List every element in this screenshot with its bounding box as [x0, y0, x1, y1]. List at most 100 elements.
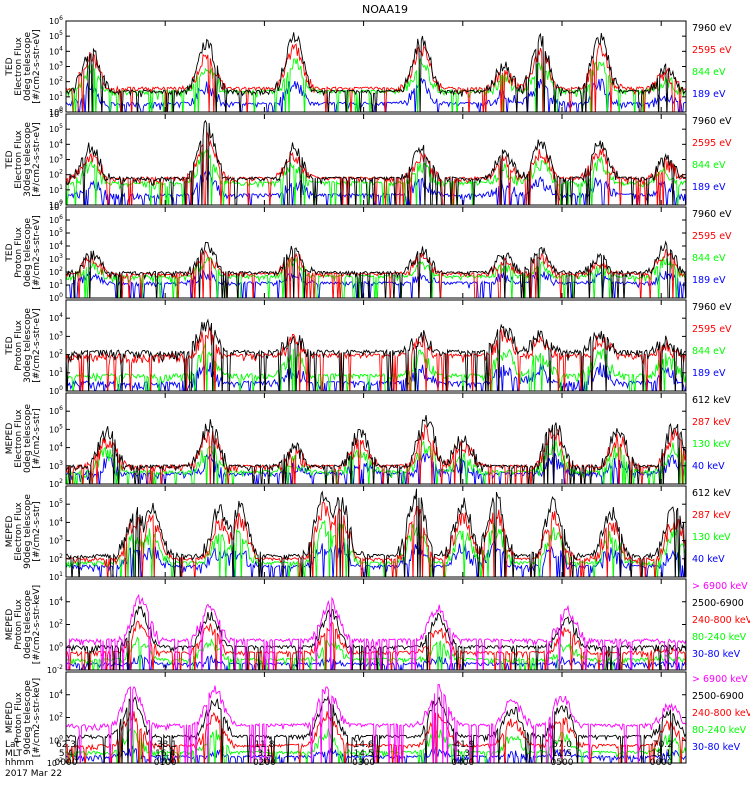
panel-frame [65, 392, 687, 485]
series-trace-1 [66, 318, 686, 391]
panel-frame [65, 299, 687, 392]
footer-hhmm-value: 0100 [154, 758, 177, 768]
panel-2: 100 101 102 103 104 105 106 TED Electron Flux 30d… [5, 108, 732, 210]
series-trace-1 [66, 32, 686, 112]
y-tick-label: 104 [49, 596, 63, 607]
y-tick-label: 101 [49, 367, 63, 378]
legend-entry: 612 keV [692, 395, 731, 406]
y-axis-label-line: MEPED [5, 609, 15, 641]
y-axis-label-line: 30deg telescope [23, 122, 33, 197]
panel-7: 10-2 100 102 104 MEPED Proton Flux 0deg telesc… [5, 578, 750, 675]
y-axis-label-line: 0deg telescope [23, 404, 33, 474]
y-tick-label: 104 [49, 138, 63, 149]
y-tick-label: 107 [49, 201, 63, 212]
legend-entry: 189 eV [692, 182, 726, 193]
series-trace-2 [66, 423, 686, 484]
footer-mlt-value: 11.5 [552, 749, 572, 759]
series-trace-1 [66, 240, 686, 298]
y-axis-label-line: [#/cm2-s-str] [32, 501, 42, 561]
panel-legend: 7960 eV 2595 eV 844 eV 189 eV [692, 116, 732, 193]
panel-legend: 7960 eV 2595 eV 844 eV 189 eV [692, 209, 732, 286]
y-tick-label: 102 [49, 266, 63, 277]
legend-entry: 240-800 keV [692, 708, 750, 719]
legend-entry: 612 keV [692, 488, 731, 499]
y-axis-label-line: [#/cm2-s-str-keV] [32, 585, 42, 664]
panel-frame [65, 485, 687, 578]
panel-legend: 612 keV 287 keV 130 keV 40 keV [692, 488, 731, 565]
y-axis-label-line: MEPED [5, 702, 15, 734]
y-axis-label-line: TED [5, 57, 15, 76]
series-trace-3 [66, 711, 686, 763]
y-axis-label-line: [#/cm2-s-str-eV] [32, 308, 42, 383]
legend-entry: 2595 eV [692, 138, 732, 149]
footer-hhmm-value: 0300 [352, 758, 375, 768]
legend-entry: > 6900 keV [692, 581, 748, 592]
y-tick-label: 102 [49, 619, 63, 630]
y-tick-label: 102 [49, 169, 63, 180]
y-tick-label: 101 [49, 279, 63, 290]
y-tick-label: 106 [49, 214, 63, 225]
y-axis-label-line: Proton Flux [14, 692, 24, 743]
footer-hhmm-value: 0500 [551, 758, 574, 768]
y-tick-label: 100 [49, 641, 63, 652]
y-axis-label-line: [#/cm2-s-str-eV] [32, 29, 42, 104]
footer-label-hhmm: hhmm [5, 758, 34, 768]
y-tick-label: 104 [49, 240, 63, 251]
series-trace-1 [66, 119, 686, 205]
y-tick-label: 103 [49, 253, 63, 264]
legend-entry: 844 eV [692, 67, 726, 78]
footer-lat-value: 62.3 [56, 740, 76, 750]
chart-title: NOAA19 [362, 3, 408, 16]
legend-entry: 7960 eV [692, 23, 732, 34]
y-tick-label: 103 [49, 61, 63, 72]
y-axis-label-line: [#/cm2-s-str-keV] [32, 678, 42, 757]
y-axis-label-line: Electron Flux [14, 502, 24, 561]
legend-entry: > 6900 keV [692, 674, 748, 685]
series-trace-1 [66, 488, 686, 577]
series-trace-5 [66, 745, 686, 763]
legend-entry: 7960 eV [692, 116, 732, 127]
y-tick-label: 106 [49, 15, 63, 26]
y-tick-label: 105 [49, 498, 63, 509]
panel-1: 100 101 102 103 104 105 106 TED Electron Flux 0de… [5, 15, 732, 117]
legend-entry: 189 eV [692, 368, 726, 379]
series-trace-3 [66, 439, 686, 484]
y-axis-label-line: Electron Flux [14, 409, 24, 468]
legend-entry: 80-240 keV [692, 632, 747, 643]
series-trace-1 [66, 593, 686, 670]
y-tick-label: 101 [49, 91, 63, 102]
footer-hhmm-value: 0600 [650, 758, 673, 768]
y-axis-label-line: 30deg telescope [23, 308, 33, 383]
legend-entry: 7960 eV [692, 302, 732, 313]
footer-date: 2017 Mar 22 [5, 769, 62, 779]
y-tick-label: 102 [49, 349, 63, 360]
legend-entry: 130 keV [692, 532, 731, 543]
y-tick-label: 104 [49, 312, 63, 323]
y-axis-label-line: [#/cm2-s-str-eV] [32, 122, 42, 197]
y-tick-label: 102 [49, 478, 63, 489]
y-tick-label: 104 [49, 442, 63, 453]
y-axis-label-line: Electron Flux [14, 130, 24, 189]
footer-mlt-value: 3.1 [257, 749, 271, 759]
legend-entry: 240-800 keV [692, 615, 750, 626]
y-axis-label-line: 90deg telescope [23, 494, 33, 569]
footer-label-lat: Lat [5, 740, 20, 750]
legend-entry: 844 eV [692, 160, 726, 171]
legend-entry: 30-80 keV [692, 742, 741, 753]
legend-entry: 844 eV [692, 253, 726, 264]
y-axis-label-line: TED [5, 336, 15, 355]
footer-lat-value: -41.9 [451, 740, 475, 750]
panel-legend: 612 keV 287 keV 130 keV 40 keV [692, 395, 731, 472]
y-tick-label: 101 [49, 571, 63, 582]
y-tick-label: 105 [49, 30, 63, 41]
y-axis-label-line: 0deg telescope [23, 218, 33, 288]
y-tick-label: 100 [49, 292, 63, 303]
y-tick-label: 103 [49, 535, 63, 546]
footer-lat-value: 11.8 [254, 740, 274, 750]
series-trace-2 [66, 326, 686, 391]
legend-entry: 7960 eV [692, 209, 732, 220]
legend-entry: 189 eV [692, 89, 726, 100]
footer-lat-value: -70.2 [650, 740, 673, 750]
